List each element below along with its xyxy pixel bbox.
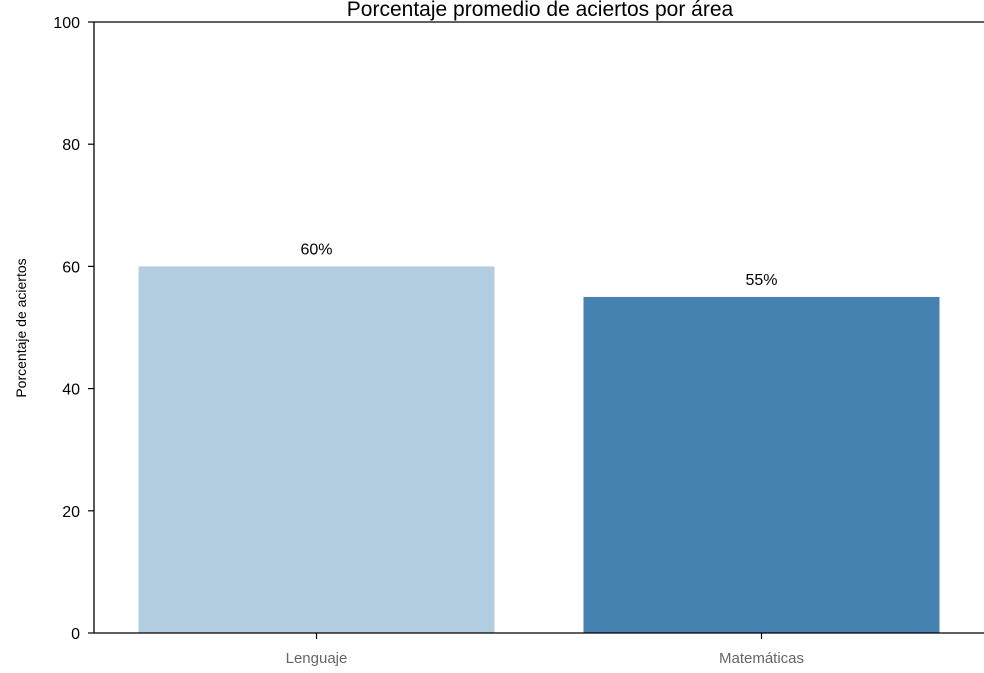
y-tick-label: 80 bbox=[62, 137, 80, 154]
y-tick-label: 100 bbox=[53, 15, 80, 32]
bar-matematicas bbox=[583, 296, 940, 633]
x-tick-label-lenguaje: Lenguaje bbox=[286, 650, 348, 667]
chart-title: Porcentaje promedio de aciertos por área bbox=[347, 0, 734, 21]
x-axis-ticks: Lenguaje Matemáticas bbox=[286, 633, 804, 667]
y-tick-label: 0 bbox=[71, 626, 80, 643]
y-tick-label: 40 bbox=[62, 382, 80, 399]
bars-layer bbox=[138, 266, 940, 633]
bar-lenguaje bbox=[138, 266, 495, 633]
data-labels-layer: 60% 55% bbox=[300, 241, 777, 289]
y-tick-label: 60 bbox=[62, 259, 80, 276]
y-axis-label: Porcentaje de aciertos bbox=[13, 258, 29, 397]
x-tick-label-matematicas: Matemáticas bbox=[719, 650, 804, 667]
data-label-matematicas: 55% bbox=[745, 272, 777, 289]
data-label-lenguaje: 60% bbox=[300, 241, 332, 258]
y-tick-label: 20 bbox=[62, 504, 80, 521]
y-axis-ticks: 0 20 40 60 80 100 bbox=[53, 15, 94, 643]
